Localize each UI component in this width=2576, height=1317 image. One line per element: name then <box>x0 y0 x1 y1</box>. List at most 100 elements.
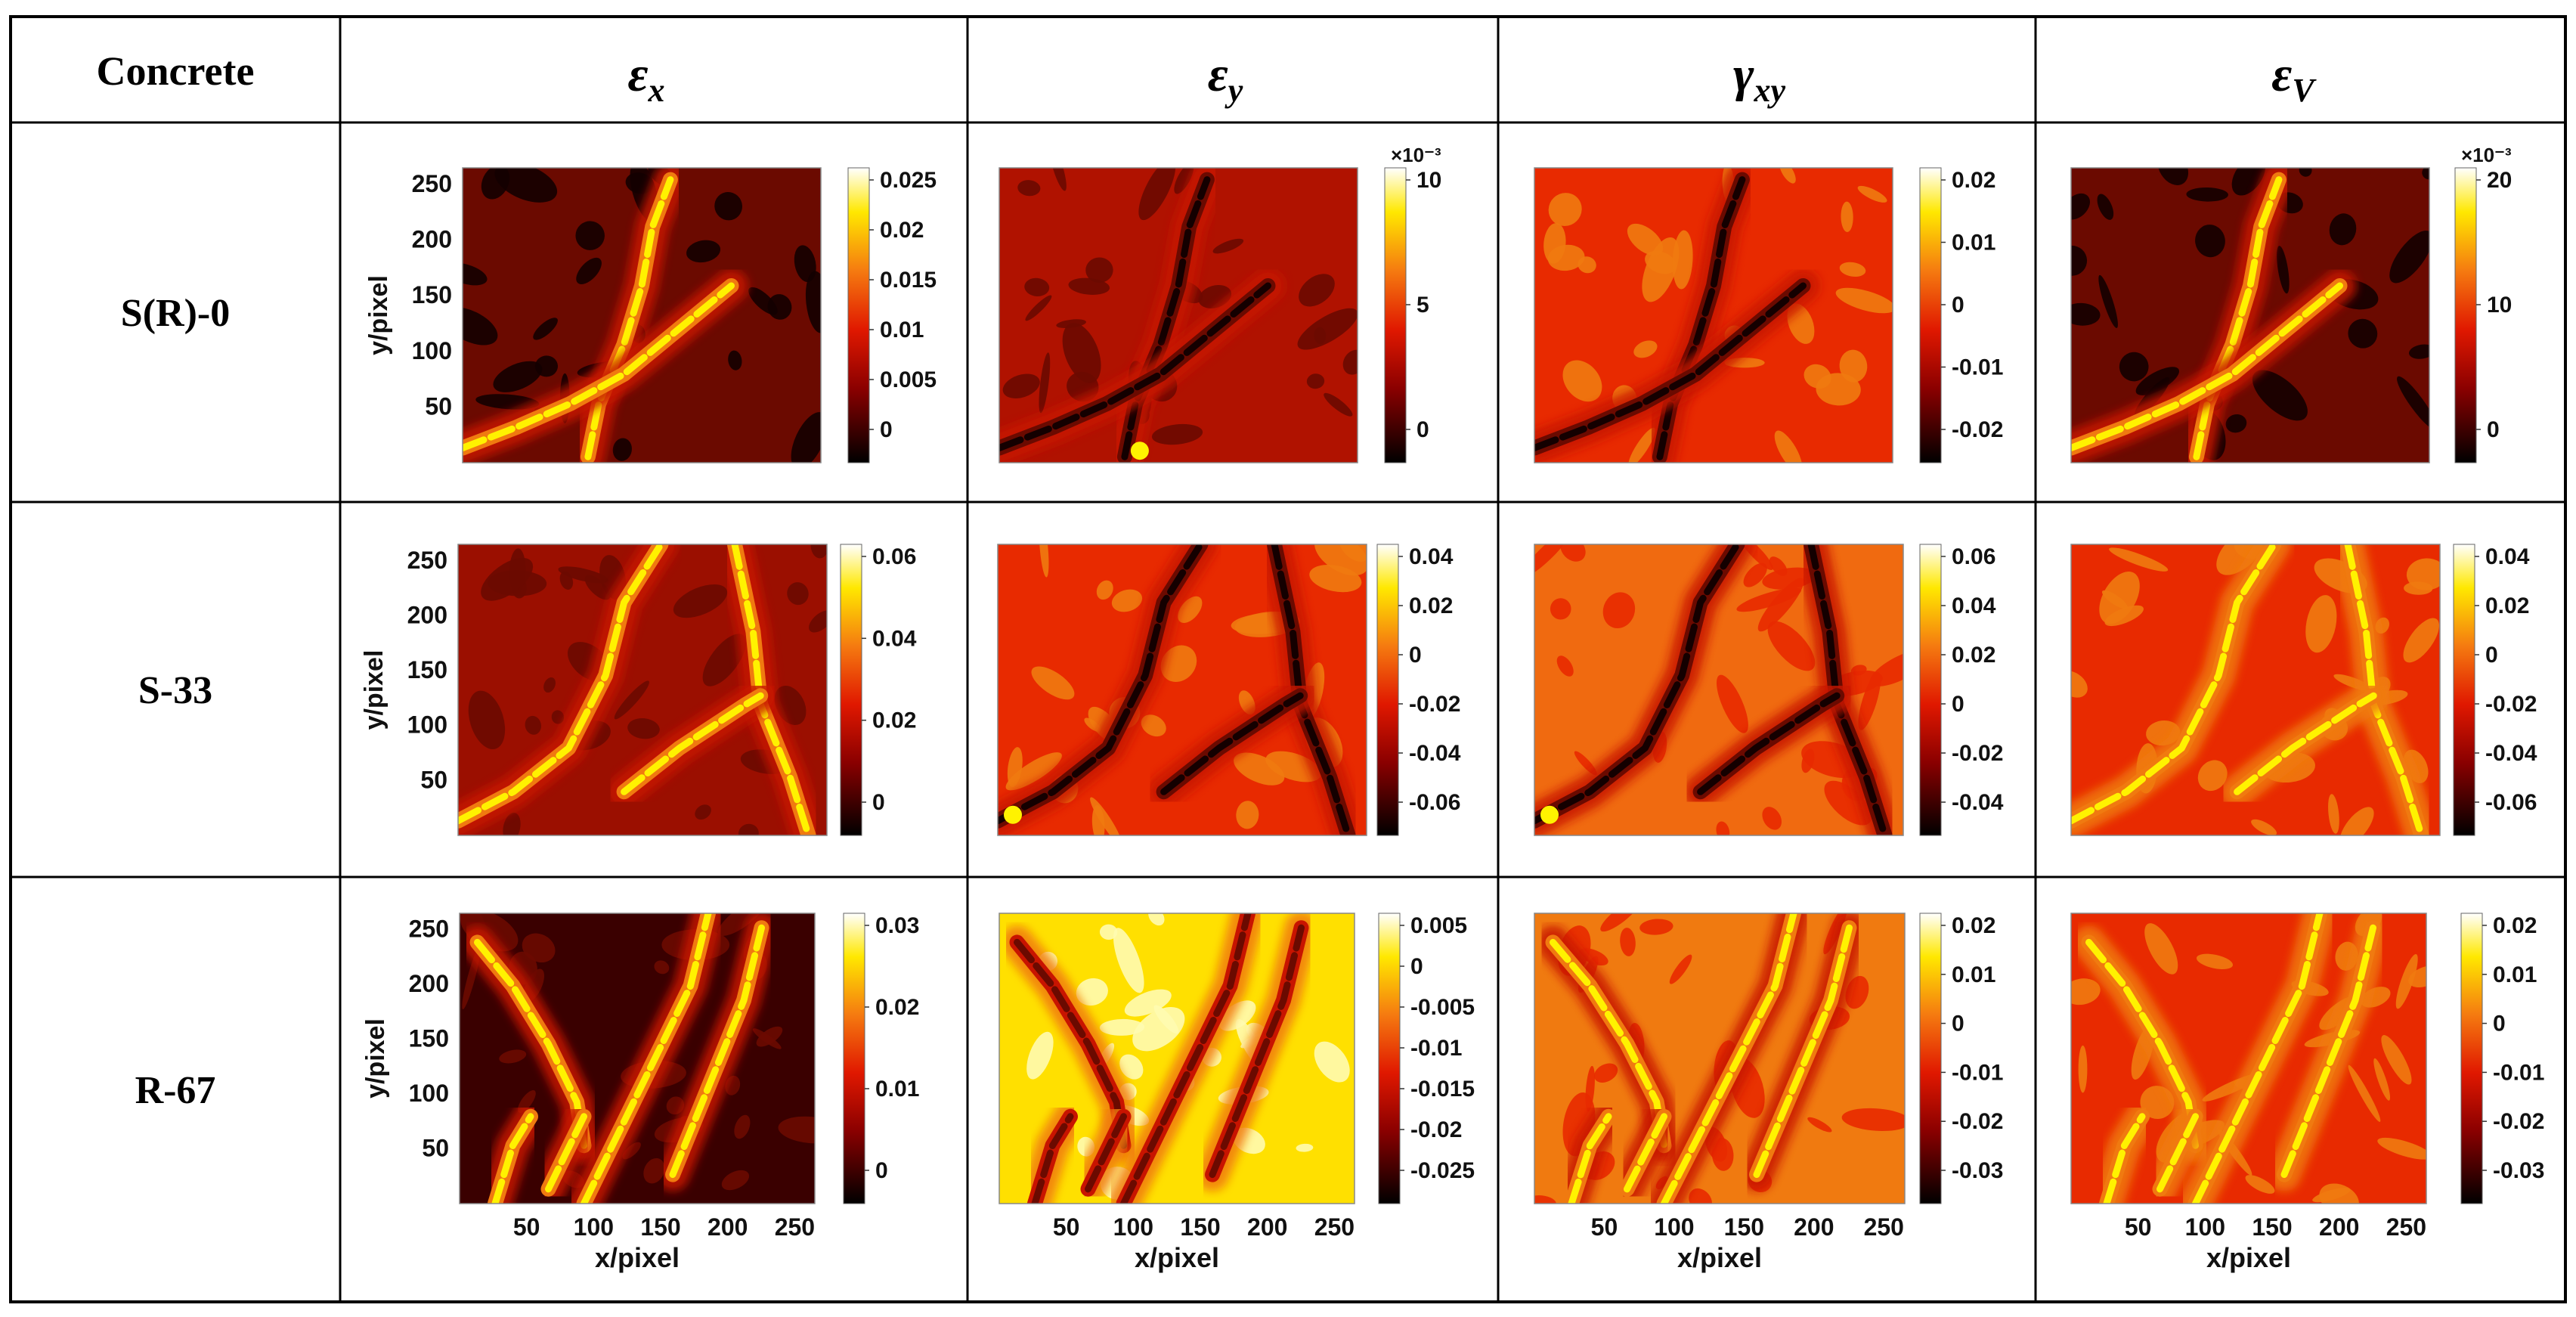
field-patch <box>1314 327 1327 345</box>
crack-core <box>1753 924 1853 1179</box>
colorbar-tick-label: 0.01 <box>880 318 924 342</box>
field-patch <box>2071 193 2090 220</box>
x-axis-label: x/pixel <box>2206 1242 2291 1273</box>
crack-tip <box>1004 805 1022 824</box>
colorbar-tick-label: -0.01 <box>1952 355 2003 380</box>
field-patch <box>1627 223 1664 256</box>
crack-core <box>491 1113 534 1204</box>
field-patch <box>1212 238 1244 254</box>
field-patch <box>728 350 742 370</box>
field-patch <box>2144 923 2178 975</box>
colorbar <box>1376 544 1399 836</box>
colorbar-tick-label: 0 <box>875 1158 888 1183</box>
colorbar-tick-label: -0.04 <box>1952 790 2004 815</box>
field-patch <box>481 168 510 200</box>
field-patch <box>1757 578 1804 632</box>
field-patch <box>1076 978 1108 1006</box>
crack-core <box>2071 544 2277 825</box>
y-tick-label: 200 <box>409 970 449 997</box>
plot-frame <box>1534 913 1906 1204</box>
field-patch <box>1602 592 1636 629</box>
contour-field <box>460 913 815 1204</box>
contour-field <box>999 913 1355 1204</box>
colorbar <box>2460 913 2483 1204</box>
colorbar-tick-label: 0.02 <box>2485 593 2529 618</box>
field-patch <box>1160 645 1197 682</box>
field-patch <box>1099 1018 1145 1036</box>
field-patch <box>1151 423 1203 445</box>
field-patch <box>791 412 821 463</box>
field-patch <box>2197 760 2228 792</box>
field-patch <box>463 262 488 286</box>
colorbar-tick-label: 0.01 <box>2493 962 2537 987</box>
field-patch <box>1234 752 1285 786</box>
field-patch <box>2196 953 2234 969</box>
contour-plot: y/pixel 50 100 150 200 250 0.06 0.04 0.02 0 <box>360 544 917 836</box>
field-patch <box>2071 302 2101 326</box>
field-patch <box>1560 544 1586 562</box>
x-tick-label: 50 <box>1053 1213 1080 1241</box>
field-patch <box>721 1170 750 1191</box>
field-patch <box>1639 919 1673 935</box>
field-patch <box>2299 168 2312 177</box>
plot-frame <box>1534 544 1904 836</box>
field-patch <box>1550 598 1571 620</box>
x-tick-label: 50 <box>513 1213 540 1241</box>
field-patch <box>2395 954 2418 1009</box>
field-patch <box>1869 649 1903 686</box>
field-patch <box>2408 965 2426 988</box>
field-patch <box>551 710 565 724</box>
field-patch <box>558 566 609 584</box>
field-patch <box>614 680 649 720</box>
crack-core <box>2071 282 2343 451</box>
colorbar-tick-label: 0.02 <box>875 995 919 1020</box>
crack-tip <box>1540 805 1559 824</box>
plot-frame <box>462 167 822 463</box>
field-patch <box>809 610 827 633</box>
header-strain-symbol: εy <box>1208 47 1243 109</box>
crack-core <box>2280 924 2376 1179</box>
colorbar-tick-label: 0 <box>1952 692 1965 717</box>
contour-field <box>1534 544 1903 835</box>
x-tick-label: 100 <box>1654 1213 1694 1241</box>
contour-plot: 0.06 0.04 0.02 0 -0.02 -0.04 <box>1534 544 2004 836</box>
crack-core <box>1160 692 1304 795</box>
x-tick-label: 50 <box>2125 1213 2152 1241</box>
crack-core <box>1534 282 1807 451</box>
field-patch <box>2319 1183 2359 1204</box>
colorbar-tick-label: 10 <box>1416 168 1441 193</box>
field-patch <box>1007 747 1023 788</box>
field-patch <box>1039 352 1051 414</box>
field-patch <box>1026 1031 1054 1080</box>
field-patch <box>2109 547 2169 572</box>
field-patch <box>805 271 821 333</box>
plot-frame <box>999 167 1358 463</box>
colorbar-tick-label: -0.02 <box>1409 692 1460 717</box>
crack-core <box>2193 176 2283 460</box>
field-patch <box>2373 1058 2391 1101</box>
field-patch <box>1178 596 1203 623</box>
x-tick-label: 250 <box>775 1213 815 1241</box>
field-patch <box>1556 655 1574 677</box>
field-patch <box>1534 1195 1556 1204</box>
y-tick-label: 50 <box>420 766 447 793</box>
colorbar-tick-label: 0.02 <box>2493 913 2537 938</box>
field-patch <box>1716 821 1730 835</box>
field-patch <box>1779 168 1796 184</box>
field-patch <box>1841 1108 1905 1132</box>
crack-core <box>1656 176 1746 460</box>
field-patch <box>1113 928 1144 993</box>
field-patch <box>1017 180 1041 197</box>
field-patch <box>1119 1054 1144 1080</box>
field-patch <box>1099 924 1118 940</box>
field-patch <box>1096 580 1113 600</box>
field-patch <box>1669 954 1692 984</box>
field-patch <box>2157 168 2189 185</box>
y-tick-label: 200 <box>407 601 447 628</box>
field-patch <box>612 438 632 461</box>
field-patch <box>2408 344 2429 359</box>
field-patch <box>1774 430 1803 463</box>
field-patch <box>2377 1137 2426 1160</box>
crack-core <box>999 282 1271 451</box>
field-patch <box>2078 1045 2088 1093</box>
